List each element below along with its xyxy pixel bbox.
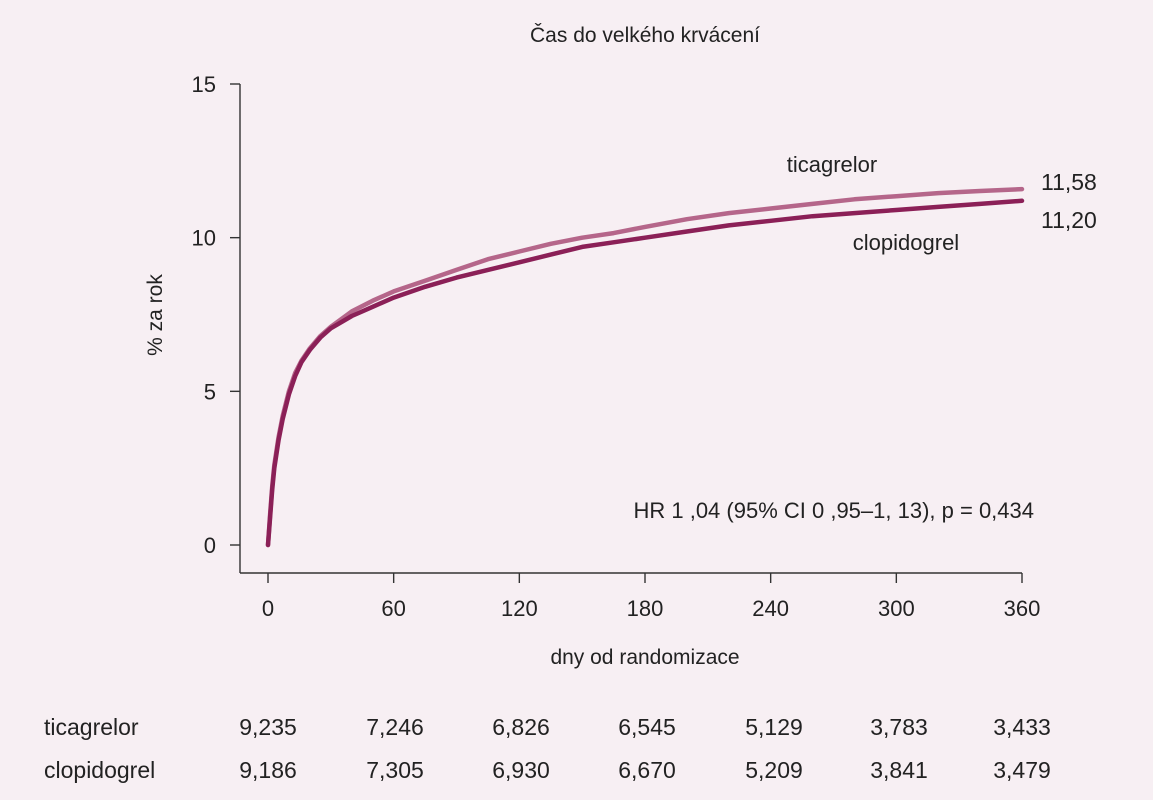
y-tick-label: 0: [204, 533, 216, 558]
x-tick-label: 120: [501, 596, 538, 621]
series-layer: ticagrelor 11,58 clopidogrel 11,20: [265, 152, 1097, 548]
series-end-value-ticagrelor: 11,58: [1041, 169, 1097, 195]
series-end-value-clopidogrel: 11,20: [1041, 207, 1097, 233]
x-tick-label: 0: [262, 596, 274, 621]
series-label-ticagrelor: ticagrelor: [787, 152, 877, 177]
y-tick-label: 5: [204, 379, 216, 404]
x-axis-label: dny od randomizace: [550, 646, 739, 669]
axes: 0 5 10 15 0 60 120 180 240 300 360: [192, 72, 1041, 621]
y-tick-label: 10: [192, 226, 216, 251]
x-tick-label: 360: [1004, 596, 1041, 621]
chart-title: Čas do velkého krvácení: [530, 24, 760, 47]
y-axis-label: % za rok: [144, 274, 167, 356]
x-tick-label: 300: [878, 596, 915, 621]
x-tick-label: 240: [752, 596, 789, 621]
x-tick-label: 180: [627, 596, 664, 621]
y-tick-label: 15: [192, 72, 216, 97]
series-line-clopidogrel: [265, 198, 1025, 548]
hazard-ratio-annotation: HR 1 ,04 (95% CI 0 ,95–1, 13), p = 0,434: [633, 498, 1034, 523]
series-label-clopidogrel: clopidogrel: [853, 230, 959, 255]
x-tick-label: 60: [381, 596, 405, 621]
